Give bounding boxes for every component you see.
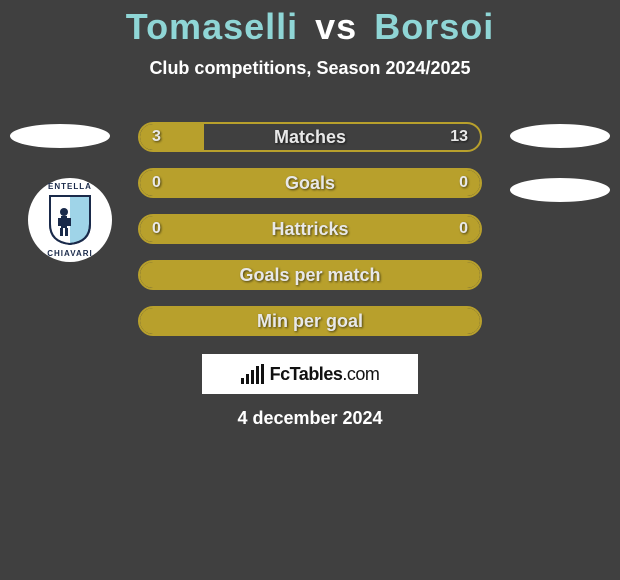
club-logo-top-text: ENTELLA [34, 182, 106, 191]
player1-name: Tomaselli [126, 6, 298, 47]
club-logo-shield-icon [48, 194, 92, 246]
brand-name: FcTables [270, 364, 343, 384]
stat-right-value: 13 [450, 124, 468, 150]
stat-rows: 3 13 Matches 0 0 Goals 0 0 Hattricks Goals per ma… [138, 122, 482, 352]
stat-row-fill [140, 124, 204, 150]
brand-text: FcTables.com [270, 364, 380, 385]
page-title: Tomaselli vs Borsoi [0, 0, 620, 48]
stat-right-value: 0 [459, 170, 468, 196]
stat-right-value: 0 [459, 216, 468, 242]
brand-watermark: FcTables.com [202, 354, 418, 394]
club-logo-bottom-text: CHIAVARI [34, 249, 106, 258]
player2-badge-placeholder-bottom [510, 178, 610, 202]
stat-label: Goals per match [239, 265, 380, 286]
club-logo: ENTELLA CHIAVARI [28, 178, 112, 262]
player2-name: Borsoi [374, 6, 494, 47]
stat-left-value: 3 [152, 124, 161, 150]
stats-card: Tomaselli vs Borsoi Club competitions, S… [0, 0, 620, 580]
player2-badge-placeholder-top [510, 124, 610, 148]
brand-bars-icon [241, 364, 264, 384]
stat-label: Min per goal [257, 311, 363, 332]
subtitle: Club competitions, Season 2024/2025 [0, 58, 620, 79]
player1-badge-placeholder-top [10, 124, 110, 148]
stat-row: Min per goal [138, 306, 482, 336]
brand-domain: .com [342, 364, 379, 384]
stat-row: Goals per match [138, 260, 482, 290]
stat-row: 0 0 Goals [138, 168, 482, 198]
stat-left-value: 0 [152, 216, 161, 242]
vs-separator: vs [315, 6, 357, 47]
stat-label: Goals [285, 173, 335, 194]
date-text: 4 december 2024 [0, 408, 620, 429]
stat-left-value: 0 [152, 170, 161, 196]
stat-row: 3 13 Matches [138, 122, 482, 152]
stat-row: 0 0 Hattricks [138, 214, 482, 244]
stat-label: Matches [274, 127, 346, 148]
stat-label: Hattricks [271, 219, 348, 240]
